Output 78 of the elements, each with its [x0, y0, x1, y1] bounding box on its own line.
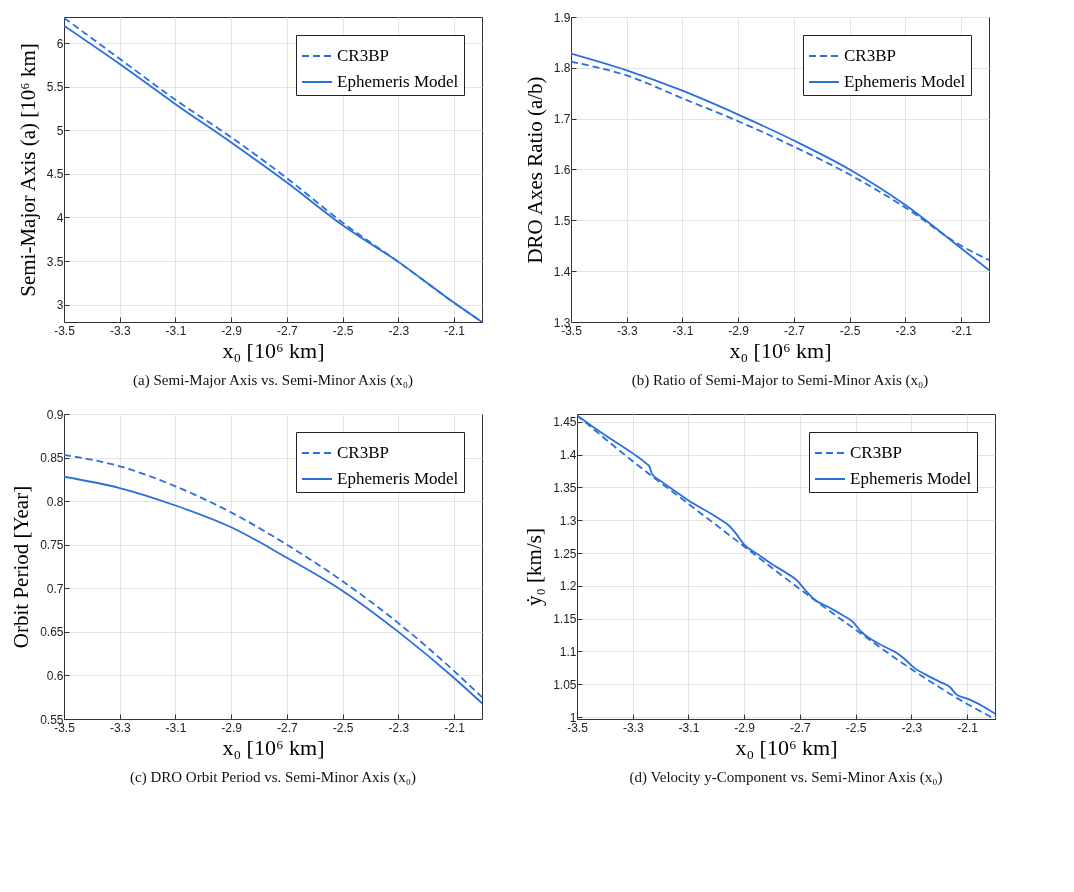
x-tick-label: -2.1	[444, 323, 466, 338]
y-axis-title: DRO Axes Ratio (a/b)	[522, 76, 547, 264]
x-axis-title: x₀ [10⁶ km]	[729, 337, 832, 363]
y-tick-label: 0.8	[46, 494, 64, 509]
y-tick-label: 6	[56, 36, 64, 51]
legend-label: Ephemeris Model	[850, 469, 972, 488]
x-tick-label: -2.7	[277, 720, 299, 735]
x-tick-label: -2.3	[895, 323, 917, 338]
x-tick-label: -2.5	[332, 323, 354, 338]
x-tick-label: -2.1	[957, 720, 979, 735]
y-tick-label: 0.85	[40, 451, 64, 466]
y-tick-label: 3	[56, 298, 64, 313]
y-tick-label: 0.65	[40, 625, 64, 640]
y-tick-label: 1.8	[553, 61, 571, 76]
y-tick-label: 1.45	[553, 415, 577, 430]
text: (d) Velocity y-Component vs. Semi-Minor Axis (x₀)	[629, 769, 943, 786]
x-tick-label: -2.9	[734, 720, 756, 735]
y-axis-title: Semi-Major Axis (a) [10⁶ km]	[15, 43, 40, 297]
x-tick-label: -3.3	[109, 720, 131, 735]
x-tick-label: -2.3	[388, 323, 410, 338]
y-tick-label: 1.1	[559, 644, 577, 659]
x-tick-label: -3.1	[672, 323, 694, 338]
x-tick-label: -2.9	[221, 720, 243, 735]
legend-label: CR3BP	[844, 46, 896, 65]
x-tick-label: -2.1	[951, 323, 973, 338]
x-tick-label: -2.5	[845, 720, 867, 735]
legend-label: CR3BP	[337, 46, 389, 65]
x-tick-label: -3.3	[616, 323, 638, 338]
x-axis-title: x₀ [10⁶ km]	[735, 734, 838, 760]
y-axis-title: ẏ₀ [km/s]	[522, 528, 547, 606]
text: (a) Semi-Major Axis vs. Semi-Minor Axis (x₀)	[133, 372, 413, 389]
y-tick-label: 5	[56, 123, 64, 138]
y-tick-label: 1.6	[553, 163, 571, 177]
x-tick-label: -3.3	[622, 720, 644, 735]
y-tick-label: 4.5	[46, 167, 64, 182]
y-tick-label: 5.5	[46, 80, 64, 95]
x-tick-label: -2.9	[728, 323, 750, 338]
y-tick-label: 0.7	[46, 581, 64, 596]
y-tick-label: 4	[56, 210, 64, 225]
x-tick-label: -2.9	[221, 323, 243, 338]
x-tick-label: -2.3	[901, 720, 923, 735]
x-tick-label: -2.7	[784, 323, 806, 338]
legend-label: CR3BP	[850, 443, 902, 462]
y-tick-label: 1.5	[553, 213, 571, 228]
x-tick-label: -3.1	[165, 323, 187, 338]
y-tick-label: 0.75	[40, 538, 64, 553]
y-tick-label: 0.9	[46, 407, 64, 422]
y-axis-title: Orbit Period [Year]	[9, 485, 34, 649]
y-tick-label: 1.35	[553, 480, 577, 495]
y-tick-label: 1.9	[553, 10, 571, 25]
y-tick-label: 1.3	[559, 513, 577, 528]
legend-label: Ephemeris Model	[844, 72, 966, 91]
y-tick-label: 1.7	[553, 112, 571, 127]
y-tick-label: 1.15	[553, 612, 577, 627]
x-tick-label: -3.5	[54, 323, 76, 338]
x-tick-label: -2.5	[839, 323, 861, 338]
y-tick-label: 1.2	[559, 579, 577, 594]
x-tick-label: -2.1	[444, 720, 466, 735]
y-tick-label: 3.5	[46, 254, 64, 269]
legend-label: Ephemeris Model	[337, 469, 459, 488]
y-tick-label: 1.4	[553, 264, 571, 279]
y-tick-label: 1.05	[553, 677, 577, 692]
x-tick-label: -3.1	[678, 720, 700, 735]
y-tick-label: 1.4	[559, 448, 577, 463]
y-tick-label: 0.6	[46, 668, 64, 683]
x-tick-label: -3.1	[165, 720, 187, 735]
x-tick-label: -2.7	[277, 323, 299, 338]
legend-label: Ephemeris Model	[337, 72, 459, 91]
text: (c) DRO Orbit Period vs. Semi-Minor Axis (x₀)	[129, 769, 417, 786]
x-tick-label: -2.5	[332, 720, 354, 735]
text: (b) Ratio of Semi-Major to Semi-Minor Axis (x₀)	[631, 372, 929, 389]
legend-label: CR3BP	[337, 443, 389, 462]
x-axis-title: x₀ [10⁶ km]	[222, 734, 325, 760]
y-tick-label: 1.25	[553, 546, 577, 561]
x-axis-title: x₀ [10⁶ km]	[222, 337, 325, 363]
x-tick-label: -3.3	[109, 323, 131, 338]
x-tick-label: -2.7	[790, 720, 812, 735]
x-tick-label: -2.3	[388, 720, 410, 735]
